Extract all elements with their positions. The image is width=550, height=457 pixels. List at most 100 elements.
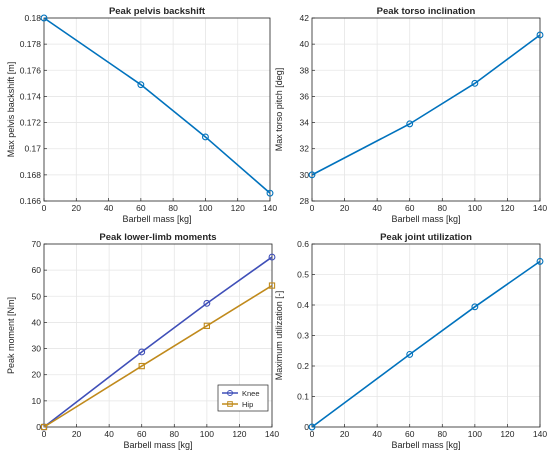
x-tick-label: 60 [137,429,147,439]
data-point [203,322,211,329]
y-tick-label: 0.4 [297,300,309,310]
data-point [268,253,276,261]
data-point [203,299,211,307]
y-axis-label: Max pelvis backshift [m] [6,62,16,158]
x-tick-label: 120 [500,203,514,213]
x-tick-label: 100 [200,429,214,439]
y-tick-label: 0.6 [297,239,309,249]
y-tick-label: 0.3 [297,331,309,341]
axes-box [311,17,541,202]
x-tick-label: 140 [533,203,547,213]
y-tick-label: 40 [32,317,42,327]
x-tick-label: 100 [468,203,482,213]
chart-title: Peak joint utilization [380,232,472,243]
y-tick-label: 0 [304,422,309,432]
axes-box [43,243,273,428]
data-point [308,171,316,179]
axes-box [43,17,271,202]
x-tick-label: 40 [372,429,382,439]
legend-label: Hip [242,400,253,409]
x-tick-label: 100 [198,203,212,213]
x-tick-label: 100 [468,429,482,439]
x-tick-label: 80 [438,203,448,213]
y-tick-label: 30 [300,170,310,180]
x-tick-label: 40 [104,429,114,439]
data-point [40,14,48,22]
data-point [406,350,414,358]
y-tick-label: 34 [300,118,310,128]
x-tick-label: 40 [372,203,382,213]
x-tick-label: 120 [232,429,246,439]
x-tick-label: 140 [265,429,279,439]
x-tick-label: 40 [104,203,114,213]
y-tick-label: 0.168 [20,170,42,180]
x-tick-label: 120 [500,429,514,439]
data-point [406,120,414,128]
y-tick-label: 36 [300,91,310,101]
data-point [308,423,316,431]
legend-marker [227,401,233,407]
x-tick-label: 20 [340,203,350,213]
x-tick-label: 0 [42,429,47,439]
data-point [268,282,276,289]
legend-label: Knee [242,389,260,398]
x-tick-label: 140 [533,429,547,439]
data-point [471,303,479,311]
data-point [138,362,145,370]
x-tick-label: 80 [168,203,178,213]
series-line [43,17,271,194]
y-axis-label: Peak moment [Nm] [6,297,16,374]
legend-box [217,384,269,412]
series-line-hip [43,284,273,428]
x-tick-label: 20 [340,429,350,439]
y-tick-label: 0 [36,422,41,432]
data-point [266,189,274,197]
y-tick-label: 28 [300,196,310,206]
data-point [471,79,479,87]
y-tick-label: 0.17 [24,144,41,154]
y-tick-label: 0.5 [297,270,309,280]
chart-panel-1: 0 20 40 60 80 100 120 140 0.166 0.168 0.17 0.172 0.1… [6,6,277,224]
x-tick-label: 80 [438,429,448,439]
y-tick-label: 42 [300,13,310,23]
x-tick-label: 60 [136,203,146,213]
data-point [536,31,544,39]
y-tick-label: 0.174 [20,91,42,101]
y-tick-label: 0.178 [20,39,42,49]
x-tick-label: 80 [170,429,180,439]
series-line [311,260,541,428]
y-tick-label: 60 [32,265,42,275]
chart-panel-2: 0 20 40 60 80 100 120 140 28 30 32 34 36 38 40 42 Peak t… [274,6,547,224]
y-tick-label: 32 [300,144,310,154]
legend: Knee Hip [217,384,269,412]
x-tick-label: 60 [405,429,415,439]
series-line [311,34,541,176]
data-point [40,423,48,431]
x-axis-label: Barbell mass [kg] [123,440,192,450]
y-tick-label: 0.18 [24,13,41,23]
y-axis-label: Max torso pitch [deg] [274,68,284,152]
x-tick-label: 140 [263,203,277,213]
x-tick-label: 20 [72,203,82,213]
y-tick-label: 10 [32,396,42,406]
chart-panel-4: 0 20 40 60 80 100 120 140 0 0.1 0.2 0.3 0.4 0.5 0.6 Pea… [274,232,547,450]
y-tick-label: 20 [32,370,42,380]
x-axis-label: Barbell mass [kg] [122,214,191,224]
data-point [137,81,145,89]
x-tick-label: 0 [310,203,315,213]
data-point [201,133,209,141]
y-tick-label: 0.172 [20,118,42,128]
y-tick-label: 70 [32,239,42,249]
x-tick-label: 0 [310,429,315,439]
x-tick-label: 20 [72,429,82,439]
y-tick-label: 0.2 [297,361,309,371]
series-line-knee [43,256,273,428]
legend-marker [227,390,233,396]
y-tick-label: 50 [32,291,42,301]
y-tick-label: 30 [32,344,42,354]
x-tick-label: 0 [42,203,47,213]
y-tick-label: 38 [300,65,310,75]
x-axis-label: Barbell mass [kg] [391,214,460,224]
data-point [536,257,544,265]
y-axis-label: Maximum utilization [-] [274,291,284,381]
